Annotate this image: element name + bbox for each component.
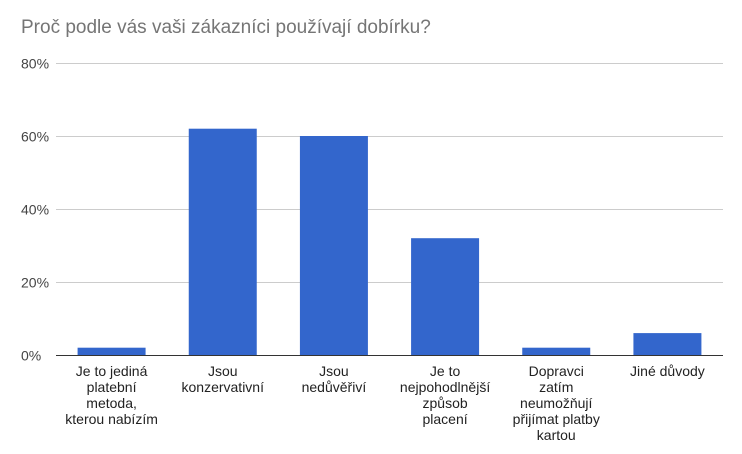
y-tick-label-40: 40% (21, 202, 49, 218)
x-axis-labels: Je to jediná platební metoda, kterou nabízí… (65, 363, 704, 443)
y-tick-label-20: 20% (21, 275, 49, 291)
x-tick-label-4: Dopravci zatím neumožňují přijímat platby ka… (513, 363, 600, 443)
bar-3 (411, 238, 480, 355)
y-tick-label-80: 80% (21, 56, 49, 72)
bar-0 (77, 347, 146, 355)
x-tick-label-3: Je to nejpohodlnější způsob placení (400, 363, 490, 427)
bars (77, 128, 702, 355)
gridlines (56, 63, 723, 283)
x-tick-label-2: Jsou nedůvěřiví (302, 363, 367, 395)
bar-1 (188, 128, 257, 355)
y-axis-ticks: 0% 20% 40% 60% 80% (21, 56, 49, 364)
bar-2 (299, 136, 368, 355)
x-tick-label-0: Je to jediná platební metoda, kterou nabízí… (65, 363, 158, 427)
y-tick-label-60: 60% (21, 129, 49, 145)
chart-title: Proč podle vás vaši zákazníci používají … (21, 17, 431, 38)
bar-5 (633, 333, 702, 355)
x-tick-label-1: Jsou konzervativní (182, 363, 265, 395)
x-tick-label-5: Jiné důvody (630, 363, 705, 379)
bar-4 (522, 347, 591, 355)
y-tick-label-0: 0% (21, 348, 41, 364)
